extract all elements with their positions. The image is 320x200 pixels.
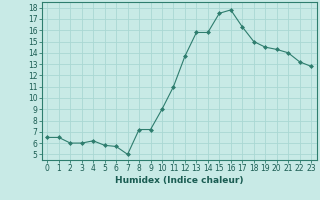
- X-axis label: Humidex (Indice chaleur): Humidex (Indice chaleur): [115, 176, 244, 185]
